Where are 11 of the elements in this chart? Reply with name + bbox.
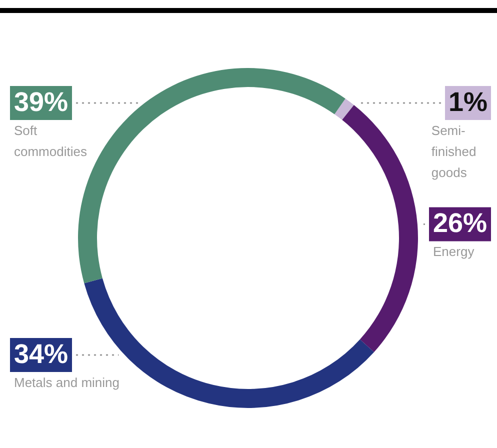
slice-label: Soft commodities xyxy=(14,123,88,159)
slice-label: Semi-finished goods xyxy=(431,123,476,180)
donut-slice xyxy=(84,278,374,408)
donut-slice xyxy=(334,98,354,120)
data-label: 34% xyxy=(14,339,68,369)
data-label: 26% xyxy=(432,208,488,238)
slice-label: Energy xyxy=(433,244,475,260)
data-label: 39% xyxy=(14,87,68,117)
slice-label: Metals and mining xyxy=(14,375,120,390)
data-label: 1% xyxy=(448,87,488,117)
donut-slice xyxy=(342,105,418,352)
